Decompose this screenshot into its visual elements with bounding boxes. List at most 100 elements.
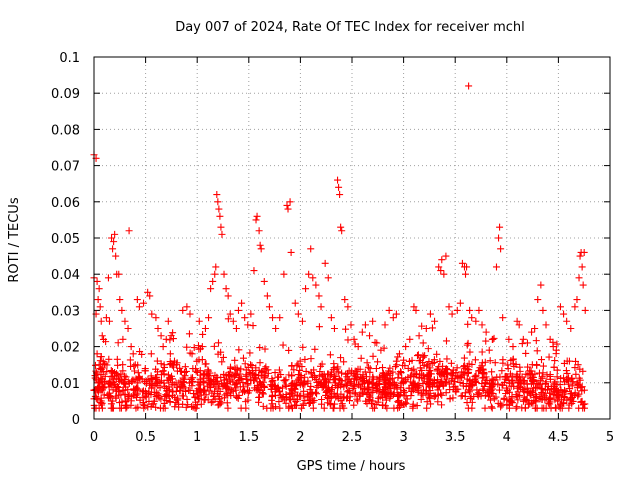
data-point-background — [333, 392, 341, 400]
data-point-background — [487, 396, 495, 404]
data-point-background — [263, 404, 271, 412]
data-point-background — [441, 379, 449, 387]
data-point-background — [571, 364, 579, 372]
data-point-background — [364, 385, 372, 393]
data-point-background — [311, 345, 319, 353]
data-point — [294, 310, 302, 318]
data-point-background — [153, 357, 161, 365]
data-point — [472, 317, 480, 325]
data-point-background — [218, 358, 226, 366]
data-point-background — [362, 373, 370, 381]
data-point-background — [543, 386, 551, 394]
data-point-background — [341, 377, 349, 385]
data-point-background — [539, 369, 547, 377]
data-point-background — [104, 391, 112, 399]
data-point — [338, 227, 346, 235]
data-point-background — [210, 342, 218, 350]
data-point-background — [408, 366, 416, 374]
y-axis-label: ROTI / TECUs — [7, 197, 22, 282]
data-point-background — [546, 400, 554, 408]
data-point-background — [368, 379, 376, 387]
data-point-background — [139, 388, 147, 396]
data-point — [426, 310, 434, 318]
data-point-background — [338, 369, 346, 377]
data-point-background — [276, 388, 284, 396]
data-point-background — [242, 366, 250, 374]
data-point-background — [108, 404, 116, 412]
data-point-background — [410, 365, 418, 373]
data-point-background — [332, 393, 340, 401]
data-point — [263, 292, 271, 300]
data-point — [324, 274, 332, 282]
data-point-background — [168, 361, 176, 369]
data-point-background — [444, 366, 452, 374]
data-point-background — [200, 374, 208, 382]
data-point — [229, 317, 237, 325]
data-point — [453, 306, 461, 314]
data-point — [485, 346, 493, 354]
data-point-background — [400, 356, 408, 364]
data-point-background — [435, 363, 443, 371]
data-point-background — [196, 388, 204, 396]
data-point — [280, 270, 288, 278]
data-point-background — [522, 370, 530, 378]
data-point-background — [546, 389, 554, 397]
data-point-background — [402, 375, 410, 383]
data-point-background — [248, 370, 256, 378]
data-point-background — [488, 404, 496, 412]
data-point — [93, 350, 101, 358]
data-point-background — [346, 379, 354, 387]
data-point-background — [442, 378, 450, 386]
data-point — [216, 212, 224, 220]
data-point-background — [325, 386, 333, 394]
data-point — [154, 325, 162, 332]
data-point-background — [446, 394, 454, 402]
data-point-background — [217, 373, 225, 381]
data-point-background — [410, 379, 418, 387]
data-point-background — [307, 368, 315, 376]
data-point-background — [326, 351, 334, 359]
data-point-background — [424, 361, 432, 369]
data-point-background — [318, 400, 326, 408]
data-point-background — [147, 384, 155, 392]
data-point-background — [221, 376, 229, 384]
data-point — [531, 325, 539, 332]
data-point-background — [498, 381, 506, 389]
data-point-background — [234, 394, 242, 402]
data-point-background — [309, 404, 317, 412]
data-point-background — [549, 338, 557, 346]
data-point-background — [202, 391, 210, 399]
data-point-background — [452, 387, 460, 395]
data-point-background — [532, 392, 540, 400]
data-point-background — [330, 404, 338, 412]
data-point — [350, 335, 358, 343]
data-point — [442, 252, 450, 260]
data-point — [492, 263, 500, 271]
data-point-background — [118, 398, 126, 406]
data-point-background — [290, 395, 298, 403]
data-point-background — [150, 397, 158, 405]
data-point-background — [568, 375, 576, 383]
data-point-background — [220, 394, 228, 402]
data-point-background — [394, 353, 402, 361]
data-point-background — [175, 400, 183, 408]
data-point — [105, 317, 113, 325]
data-point-background — [194, 342, 202, 350]
data-point-background — [407, 378, 415, 386]
data-point-background — [376, 393, 384, 401]
data-point-background — [256, 359, 264, 367]
data-point-background — [159, 404, 167, 412]
data-point-background — [538, 395, 546, 403]
data-point-background — [472, 378, 480, 386]
data-point — [224, 292, 232, 300]
x-axis-label: GPS time / hours — [297, 459, 406, 474]
x-tick-label: 3.5 — [445, 430, 466, 445]
data-point-background — [425, 358, 433, 366]
data-point-background — [109, 386, 117, 394]
y-tick-label: 0.05 — [51, 232, 80, 247]
data-point-background — [427, 370, 435, 378]
data-point-background — [191, 393, 199, 401]
x-tick-label: 2 — [296, 430, 304, 445]
data-point-background — [475, 390, 483, 398]
